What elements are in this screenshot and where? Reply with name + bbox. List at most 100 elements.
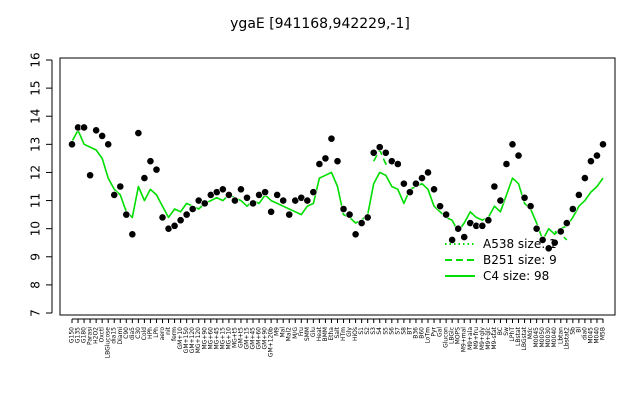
data-point [418, 174, 426, 182]
x-tick-label: Etha [328, 327, 335, 341]
x-tick-label: GM+150 [183, 327, 190, 353]
x-tick-label: GM+120b [268, 327, 275, 357]
x-tick-label: Gly [346, 327, 353, 337]
data-point [442, 210, 451, 219]
x-tick-label: MG+t5 [231, 327, 238, 348]
x-tick-label: Parasi [87, 327, 94, 345]
x-tick-label: M9+gly [479, 327, 486, 350]
x-tick-label: LBstat [515, 326, 522, 346]
x-tick-label: GM+10 [177, 327, 184, 350]
x-tick-label: LBGstat [521, 326, 528, 350]
x-tick-label: GM+45 [250, 327, 257, 350]
data-point [544, 244, 553, 253]
data-point [224, 191, 233, 199]
data-point [309, 188, 318, 197]
data-point [568, 205, 577, 213]
x-tick-label: B60 [418, 327, 425, 339]
data-point [231, 196, 239, 205]
legend: A538 size: 1 B251 size: 9 C4 size: 98 [445, 237, 557, 283]
x-tick-label: HiOs [352, 327, 359, 341]
x-tick-label: GM+15 [243, 327, 250, 350]
x-tick-label: GM+t5 [237, 327, 244, 348]
data-point [158, 213, 167, 222]
data-point [200, 199, 209, 208]
y-tick-label: 8 [29, 281, 43, 289]
data-point [454, 224, 463, 233]
data-point [514, 151, 523, 160]
x-tick-label: M0045 [533, 327, 540, 348]
x-tick-label: MG+90 [201, 327, 208, 350]
data-point [122, 210, 131, 219]
x-tick-label: Mal [280, 327, 287, 338]
data-point [104, 140, 113, 149]
data-point [363, 213, 372, 222]
chart-title: ygaE [941168,942229,-1] [230, 16, 410, 32]
x-tick-label: MOPS [455, 327, 462, 345]
x-tick-label: S7 [394, 327, 401, 335]
x-tick-label: M040 [593, 327, 600, 344]
data-point [381, 148, 390, 157]
data-point [98, 131, 107, 140]
data-point [436, 202, 444, 211]
y-tick-label: 13 [29, 137, 43, 152]
x-tick-label: aero [159, 327, 166, 341]
x-tick-label: M9+ala [467, 327, 474, 350]
y-axis: 7 8 9 10 11 12 13 14 15 16 [29, 52, 53, 317]
x-tick-label: G135 [75, 327, 82, 343]
x-tick-label: BC [497, 327, 504, 335]
data-point [502, 160, 511, 168]
data-point [580, 174, 589, 182]
data-point [170, 221, 179, 230]
data-point [508, 140, 517, 149]
data-point [116, 182, 125, 191]
x-axis: G150 G135 G180 Parasi H2O2 Oxctl LBGlucose dia1… [69, 318, 607, 358]
legend-label: B251 size: 9 [483, 253, 557, 267]
x-tick-label: BT [406, 327, 413, 335]
y-tick-label: 7 [29, 309, 43, 317]
data-point [460, 233, 469, 241]
data-point [68, 140, 76, 149]
data-point [303, 196, 312, 205]
x-tick-label: G150 [69, 327, 76, 343]
x-tick-label: Mdc [527, 327, 534, 339]
x-tick-label: M9+glc [485, 327, 492, 350]
data-point [176, 216, 185, 225]
data-point [218, 185, 227, 194]
data-point [478, 221, 487, 230]
x-tick-label: dia0 [581, 327, 588, 340]
data-point [574, 191, 583, 199]
y-tick-label: 10 [29, 221, 43, 236]
data-point [599, 140, 607, 149]
x-tick-label: S5 [382, 327, 389, 335]
data-point [110, 191, 119, 199]
data-point [520, 193, 529, 202]
data-point [92, 126, 101, 135]
data-point [237, 185, 245, 194]
data-point [550, 238, 559, 247]
data-point [140, 174, 149, 182]
data-point [562, 219, 571, 227]
data-point [327, 134, 336, 143]
x-tick-label: S1 [358, 327, 365, 335]
data-point [375, 143, 384, 152]
data-point [279, 196, 288, 205]
x-tick-label: nit [165, 326, 172, 334]
x-tick-label: M045 [587, 327, 594, 344]
y-tick-label: 11 [29, 193, 43, 208]
x-tick-label: GM+90 [262, 327, 269, 350]
data-point [333, 157, 342, 166]
x-tick-label: LPh [153, 327, 160, 338]
data-point [412, 179, 420, 188]
x-tick-label: MG+10 [225, 327, 232, 350]
data-point [351, 230, 360, 239]
x-tick-label: dia5 [129, 327, 136, 340]
x-tick-label: Oxctl [99, 327, 106, 343]
data-point [526, 202, 535, 211]
x-tick-label: M9 [274, 327, 281, 336]
x-tick-label: S3 [370, 327, 377, 335]
x-tick-label: Cold [141, 327, 148, 341]
data-point [406, 188, 414, 197]
x-tick-label: Glu [310, 327, 317, 337]
data-point [182, 210, 191, 219]
data-point [496, 196, 505, 205]
